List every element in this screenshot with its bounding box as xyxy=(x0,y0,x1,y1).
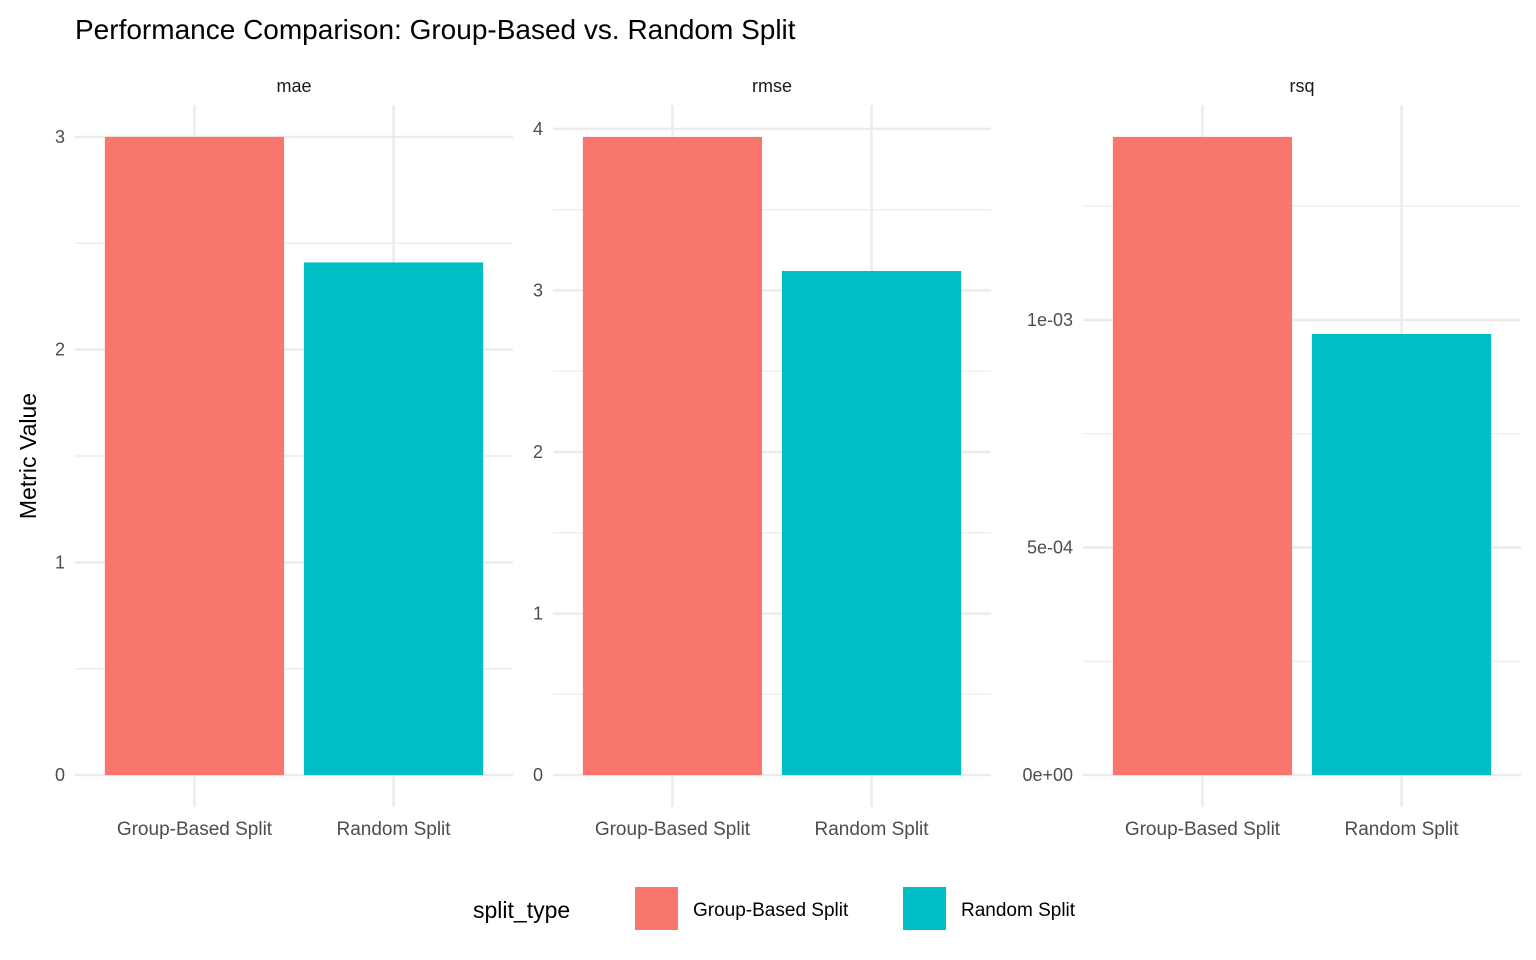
x-tick-label: Group-Based Split xyxy=(595,819,751,840)
x-tick-label: Random Split xyxy=(337,819,452,840)
panel-rsq: 0e+00 5e-04 1e-03 Group-Based Split Random S… xyxy=(1022,76,1521,840)
bar-mae-random xyxy=(303,262,484,776)
x-tick-label: Group-Based Split xyxy=(117,819,273,840)
legend: split_type Group-Based Split Random Spli… xyxy=(473,887,1076,930)
x-tick-label: Group-Based Split xyxy=(1125,819,1281,840)
y-tick-label: 5e-04 xyxy=(1027,537,1073,557)
bar-mae-group-based xyxy=(104,136,285,776)
facet-label-rsq: rsq xyxy=(1289,76,1314,96)
x-tick-label: Random Split xyxy=(1345,819,1460,840)
y-tick-label: 4 xyxy=(533,119,543,139)
legend-title: split_type xyxy=(473,897,570,923)
legend-swatch-random xyxy=(903,887,946,930)
y-tick-label: 1e-03 xyxy=(1027,310,1073,330)
facet-label-mae: mae xyxy=(276,76,311,96)
bar-rsq-random xyxy=(1311,334,1492,776)
bar-rmse-random xyxy=(781,271,962,776)
legend-label-random: Random Split xyxy=(961,900,1076,921)
y-tick-label: 3 xyxy=(533,280,543,300)
legend-label-group-based: Group-Based Split xyxy=(693,900,849,921)
panel-rmse: 0 1 2 3 4 Group-Based Split Random Split rmse xyxy=(533,76,991,840)
y-tick-label: 1 xyxy=(55,552,65,572)
y-tick-label: 2 xyxy=(533,442,543,462)
legend-swatch-group-based xyxy=(635,887,678,930)
bar-rmse-group-based xyxy=(582,136,763,776)
y-tick-label: 1 xyxy=(533,604,543,624)
bar-rsq-group-based xyxy=(1112,136,1293,776)
y-axis-label: Metric Value xyxy=(15,393,41,519)
facet-label-rmse: rmse xyxy=(752,76,792,96)
y-tick-label: 0e+00 xyxy=(1022,765,1073,785)
chart-title: Performance Comparison: Group-Based vs. … xyxy=(75,14,796,45)
y-tick-label: 0 xyxy=(55,765,65,785)
panel-mae: 0 1 2 3 Group-Based Split Random Split mae xyxy=(55,76,513,840)
y-tick-label: 2 xyxy=(55,340,65,360)
x-tick-label: Random Split xyxy=(815,819,930,840)
y-tick-label: 0 xyxy=(533,765,543,785)
y-tick-label: 3 xyxy=(55,127,65,147)
